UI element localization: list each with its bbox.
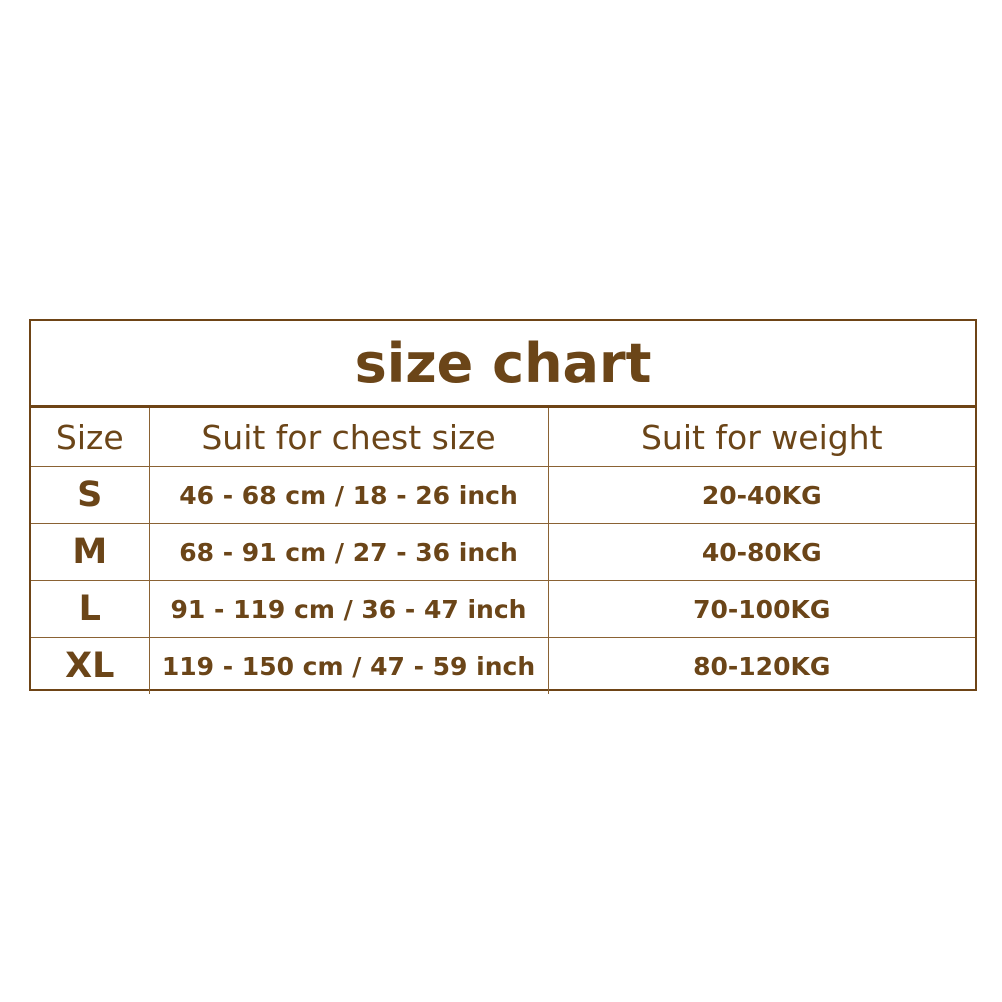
size-chart-table: size chart Size Suit for chest size Suit…: [29, 319, 977, 694]
header-size: Size: [31, 408, 150, 467]
table-row: L 91 - 119 cm / 36 - 47 inch 70-100KG: [31, 580, 975, 638]
size-cell: M: [31, 523, 150, 581]
weight-cell: 80-120KG: [547, 637, 975, 694]
header-row: Size Suit for chest size Suit for weight: [31, 408, 975, 467]
table-row: XL 119 - 150 cm / 47 - 59 inch 80-120KG: [31, 637, 975, 694]
size-cell: L: [31, 580, 150, 638]
table-row: M 68 - 91 cm / 27 - 36 inch 40-80KG: [31, 523, 975, 581]
chest-cell: 119 - 150 cm / 47 - 59 inch: [148, 637, 549, 694]
chest-cell: 68 - 91 cm / 27 - 36 inch: [148, 523, 549, 581]
chest-cell: 91 - 119 cm / 36 - 47 inch: [148, 580, 549, 638]
weight-cell: 20-40KG: [547, 466, 975, 524]
table-row: S 46 - 68 cm / 18 - 26 inch 20-40KG: [31, 466, 975, 524]
header-weight: Suit for weight: [547, 408, 975, 467]
size-table: Size Suit for chest size Suit for weight…: [31, 408, 975, 694]
weight-cell: 40-80KG: [547, 523, 975, 581]
chest-cell: 46 - 68 cm / 18 - 26 inch: [148, 466, 549, 524]
size-cell: S: [31, 466, 150, 524]
header-chest: Suit for chest size: [148, 408, 549, 467]
weight-cell: 70-100KG: [547, 580, 975, 638]
chart-title: size chart: [31, 321, 975, 408]
size-cell: XL: [31, 637, 150, 694]
